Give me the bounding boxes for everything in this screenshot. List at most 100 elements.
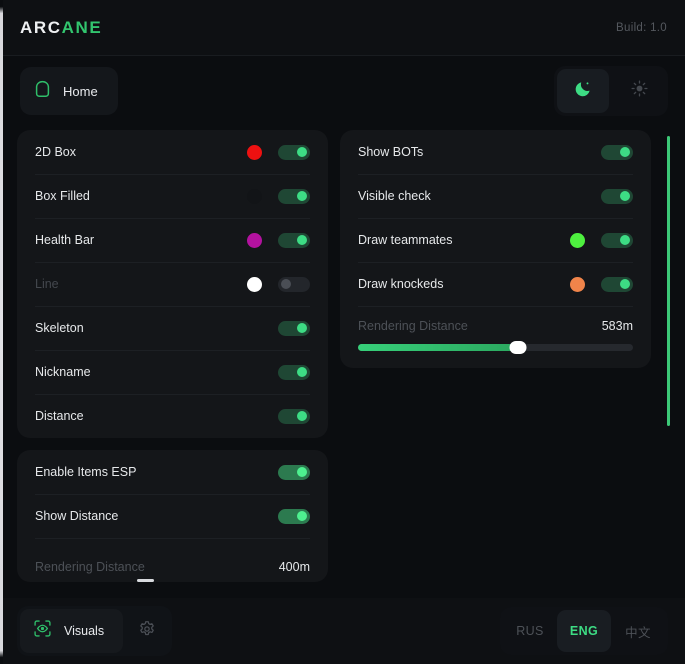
- panel-esp: 2D Box Box Filled Health Bar Line: [17, 130, 328, 438]
- color-swatch[interactable]: [247, 144, 262, 160]
- row-controls: [570, 232, 633, 248]
- panel-items-esp: Enable Items ESP Show Distance Rendering…: [17, 450, 328, 582]
- row-health-bar[interactable]: Health Bar: [17, 218, 328, 262]
- moon-icon: [574, 79, 593, 103]
- row-label: 2D Box: [35, 145, 76, 159]
- toggle-switch[interactable]: [278, 232, 310, 248]
- lang-button-zh[interactable]: 中文: [625, 625, 651, 640]
- language-switcher: RUS ENG 中文: [500, 607, 668, 655]
- color-swatch[interactable]: [247, 232, 262, 248]
- row-controls: [247, 144, 310, 160]
- toggle-knob: [297, 235, 307, 245]
- row-box-filled[interactable]: Box Filled: [17, 174, 328, 218]
- row-skeleton[interactable]: Skeleton: [17, 306, 328, 350]
- toggle-switch[interactable]: [601, 276, 633, 292]
- row-show-bots[interactable]: Show BOTs: [340, 130, 651, 174]
- toggle-knob: [620, 235, 630, 245]
- row-line[interactable]: Line: [17, 262, 328, 306]
- build-version: Build: 1.0: [616, 21, 667, 34]
- row-nickname[interactable]: Nickname: [17, 350, 328, 394]
- row-controls: [247, 188, 310, 204]
- toggle-switch[interactable]: [278, 276, 310, 292]
- panel-drag-handle[interactable]: [137, 579, 154, 582]
- row-controls: [601, 144, 633, 160]
- slider-fill: [358, 344, 518, 351]
- theme-dark-button[interactable]: [557, 69, 609, 113]
- row-label: Visible check: [358, 189, 431, 203]
- color-swatch[interactable]: [247, 188, 262, 204]
- toggle-switch[interactable]: [601, 144, 633, 160]
- toggle-switch[interactable]: [278, 408, 310, 424]
- toggle-switch[interactable]: [278, 144, 310, 160]
- toggle-knob: [297, 367, 307, 377]
- row-label: Enable Items ESP: [35, 465, 137, 479]
- nav-tab-home[interactable]: Home: [20, 67, 118, 115]
- row-label: Skeleton: [35, 321, 84, 335]
- slider-header: Rendering Distance 583m: [358, 319, 633, 333]
- slider-value: 583m: [601, 319, 633, 333]
- row-controls: [278, 508, 310, 524]
- row-visible-check[interactable]: Visible check: [340, 174, 651, 218]
- slider-thumb[interactable]: [509, 341, 526, 354]
- toggle-knob: [620, 191, 630, 201]
- row-draw-teammates[interactable]: Draw teammates: [340, 218, 651, 262]
- toggle-switch[interactable]: [278, 320, 310, 336]
- row-label: Draw knockeds: [358, 277, 444, 291]
- home-icon: [34, 80, 51, 103]
- panel-players: Show BOTs Visible check Draw teammates D…: [340, 130, 651, 368]
- toggle-knob: [297, 323, 307, 333]
- toggle-switch[interactable]: [278, 464, 310, 480]
- slider-track[interactable]: [358, 341, 633, 354]
- row-label: Health Bar: [35, 233, 95, 247]
- nav-tab-home-label: Home: [63, 83, 98, 99]
- row-show-distance[interactable]: Show Distance: [17, 494, 328, 538]
- row-2d-box[interactable]: 2D Box: [17, 130, 328, 174]
- page-scrollbar[interactable]: [667, 136, 670, 426]
- brand-accent: ANE: [61, 17, 103, 37]
- slider-value: 400m: [278, 560, 310, 574]
- row-label: Nickname: [35, 365, 91, 379]
- tab-visuals[interactable]: Visuals: [20, 609, 124, 653]
- slider-label: Rendering Distance: [35, 560, 145, 574]
- theme-light-button[interactable]: [613, 69, 665, 113]
- row-label: Show Distance: [35, 509, 119, 523]
- toggle-knob: [297, 147, 307, 157]
- eye-target-icon: [33, 619, 52, 643]
- toggle-switch[interactable]: [278, 188, 310, 204]
- theme-switcher: [554, 66, 668, 116]
- lang-button-eng[interactable]: ENG: [557, 610, 611, 652]
- row-controls: [278, 408, 310, 424]
- slider-items-rendering-distance[interactable]: Rendering Distance 400m: [17, 538, 328, 582]
- row-label: Show BOTs: [358, 145, 424, 159]
- gear-icon: [138, 620, 156, 643]
- tab-visuals-label: Visuals: [64, 624, 105, 638]
- settings-button[interactable]: [125, 609, 169, 653]
- lang-button-rus[interactable]: RUS: [516, 624, 544, 638]
- row-distance[interactable]: Distance: [17, 394, 328, 438]
- slider-players-rendering-distance[interactable]: Rendering Distance 583m: [340, 306, 651, 364]
- row-controls: [278, 364, 310, 380]
- row-label: Box Filled: [35, 189, 90, 203]
- row-controls: [247, 276, 310, 292]
- toggle-switch[interactable]: [601, 188, 633, 204]
- app-logo: ARCANE: [20, 18, 102, 38]
- toggle-knob: [620, 279, 630, 289]
- row-label: Draw teammates: [358, 233, 453, 247]
- row-controls: [247, 232, 310, 248]
- color-swatch[interactable]: [570, 232, 585, 248]
- toggle-switch[interactable]: [278, 508, 310, 524]
- toggle-knob: [297, 467, 307, 477]
- row-controls: [278, 464, 310, 480]
- nav-row: Home: [3, 57, 685, 125]
- row-draw-knockeds[interactable]: Draw knockeds: [340, 262, 651, 306]
- color-swatch[interactable]: [570, 276, 585, 292]
- toggle-knob: [297, 191, 307, 201]
- brand-primary: ARC: [20, 17, 62, 37]
- row-enable-items-esp[interactable]: Enable Items ESP: [17, 450, 328, 494]
- toggle-switch[interactable]: [601, 232, 633, 248]
- row-controls: [570, 276, 633, 292]
- color-swatch[interactable]: [247, 276, 262, 292]
- toggle-knob: [297, 511, 307, 521]
- toggle-switch[interactable]: [278, 364, 310, 380]
